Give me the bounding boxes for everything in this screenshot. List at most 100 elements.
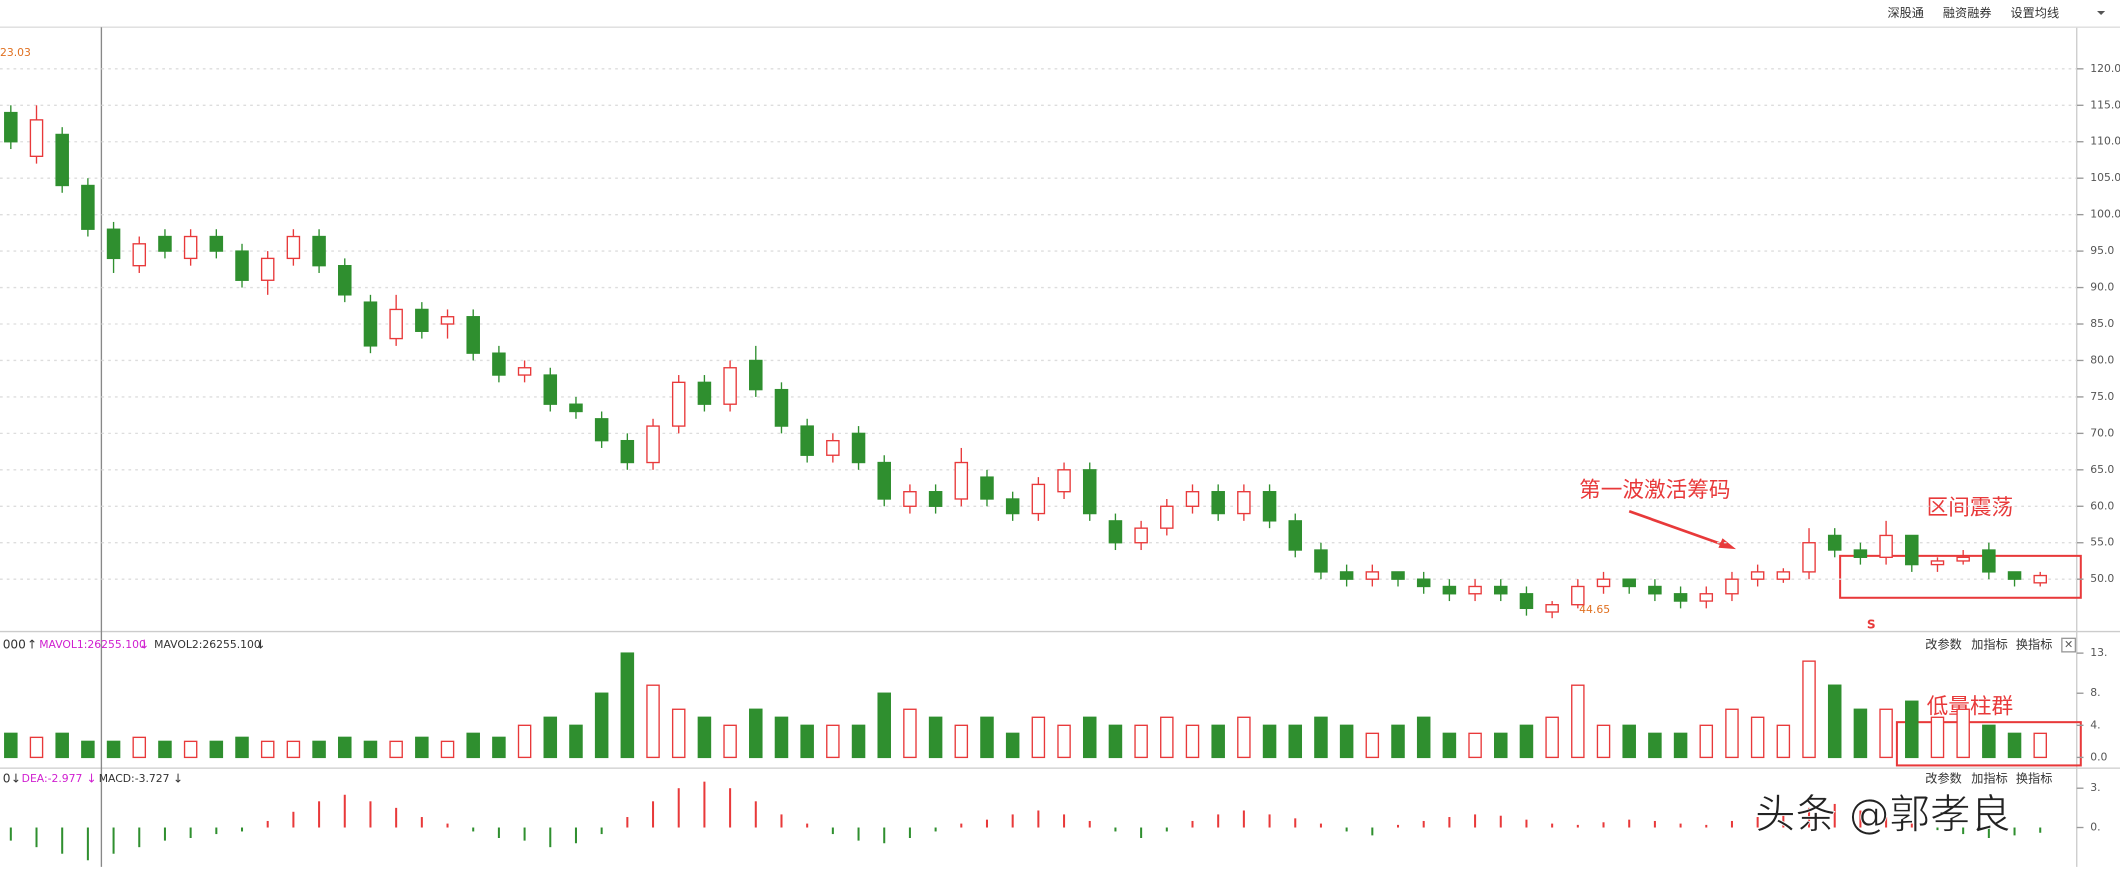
toolbar-item[interactable]: 深股通 (1887, 6, 1923, 20)
panel-button[interactable]: 加指标 (1971, 770, 2007, 785)
candle-body (1237, 491, 1251, 515)
candle-body (2033, 574, 2047, 584)
candle-body (389, 308, 403, 340)
candle-body (1956, 556, 1970, 562)
candle-body (749, 359, 763, 391)
y-tick-label: 0.0 (2090, 750, 2107, 763)
volume-bar (1262, 724, 1277, 759)
candle-body (671, 381, 686, 427)
candle-body (183, 235, 198, 260)
arrow: ↓ (11, 771, 21, 785)
candle-body (1057, 469, 1071, 493)
candle-body (1930, 560, 1945, 566)
candle-body (877, 461, 891, 500)
annotation: 第一波激活筹码 (1579, 478, 1730, 503)
candle-body (158, 235, 172, 252)
y-tick-label: 90.0 (2090, 281, 2114, 294)
y-tick-label: 0. (2090, 821, 2100, 834)
volume-bar (1339, 724, 1354, 759)
volume-bar (1160, 716, 1174, 759)
arrow: ↓ (173, 771, 183, 785)
volume-bar (1930, 716, 1945, 759)
candle-body (1699, 593, 1714, 602)
candle-body (1879, 534, 1893, 558)
arrow: ↓ (256, 638, 266, 652)
volume-bar (671, 708, 686, 759)
candle-body (55, 133, 69, 187)
close-button[interactable]: ✕ (2064, 638, 2073, 651)
panel-button[interactable]: 换指标 (2016, 637, 2052, 652)
y-tick-label: 80.0 (2090, 353, 2114, 366)
volume-bar (1699, 724, 1714, 759)
volume-bar (2033, 732, 2047, 759)
y-tick-label: 100.0 (2090, 208, 2120, 221)
candle-body (1160, 505, 1174, 529)
candle-body (106, 228, 121, 260)
y-tick-label: 13. (2090, 646, 2107, 659)
candle-body (620, 439, 635, 464)
panel-button[interactable]: 加指标 (1971, 637, 2007, 652)
candle-body (209, 235, 224, 252)
candle-body (903, 491, 917, 507)
toolbar-item[interactable]: 设置均线 (2010, 6, 2059, 20)
candle-body (1082, 469, 1097, 515)
candle-body (1648, 585, 1662, 595)
indicator-label: MAVOL2:26255.100 (154, 638, 261, 651)
candle-body (1185, 491, 1200, 507)
panel-button[interactable]: 改参数 (1925, 637, 1961, 652)
candle-body (4, 111, 18, 143)
candle-body (1982, 549, 1996, 573)
volume-bar (1185, 724, 1200, 759)
volume-bar (1416, 716, 1431, 759)
y-tick-label: 110.0 (2090, 135, 2120, 148)
price-marker: 23.03 (0, 46, 31, 59)
candle-body (492, 352, 506, 376)
volume-bar (1494, 732, 1508, 759)
candle-body (286, 235, 301, 260)
candle-body (800, 425, 814, 456)
volume-bar (1571, 684, 1585, 759)
volume-bar (594, 692, 609, 759)
candle-body (1596, 578, 1611, 588)
volume-bar (697, 716, 712, 759)
candle-body (1519, 593, 1534, 610)
candle-body (826, 439, 840, 456)
candle-body (1262, 491, 1277, 522)
arrow: ↓ (139, 638, 149, 652)
candle-body (81, 184, 95, 230)
volume-bar (1545, 716, 1559, 759)
volume-bar (903, 708, 917, 759)
candle-body (1622, 578, 1636, 588)
volume-bar (954, 724, 969, 759)
panel-button[interactable]: 改参数 (1925, 770, 1961, 785)
volume-bar (466, 732, 480, 759)
candle-body (517, 367, 532, 376)
candle-body (312, 235, 326, 267)
volume-bar (877, 692, 891, 759)
candle-body (1391, 571, 1405, 580)
y-tick-label: 120.0 (2090, 62, 2120, 75)
volume-bar (569, 724, 583, 759)
candle-body (774, 388, 789, 427)
toolbar-item[interactable]: 融资融券 (1943, 5, 1992, 20)
candle-body (1827, 534, 1842, 551)
volume-bar (1005, 732, 1020, 759)
volume-bar (4, 732, 18, 759)
low-label: 44.65 (1579, 603, 1610, 616)
annotation: 区间震荡 (1927, 496, 2014, 521)
candle-body (440, 316, 455, 325)
volume-bar (1776, 724, 1791, 759)
indicator-label: DEA:-2.977 (22, 772, 83, 785)
candle-body (851, 432, 866, 464)
indicator-label: MAVOL1:26255.100 (39, 638, 146, 651)
volume-bar (132, 736, 147, 759)
volume-bar (106, 740, 121, 759)
y-tick-label: 105.0 (2090, 171, 2120, 184)
arrow: ↓ (87, 771, 97, 785)
volume-bar (1853, 708, 1868, 759)
volume-bar (1827, 684, 1842, 759)
panel-button[interactable]: 换指标 (2016, 770, 2052, 785)
highlight-box (1895, 721, 2082, 767)
y-tick-label: 60.0 (2090, 499, 2114, 512)
